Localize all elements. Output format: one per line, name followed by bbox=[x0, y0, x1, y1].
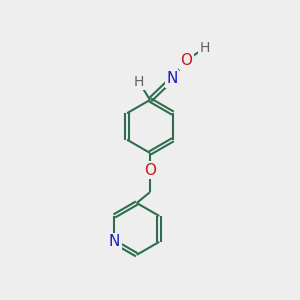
Text: N: N bbox=[109, 234, 120, 249]
Text: O: O bbox=[144, 163, 156, 178]
Text: N: N bbox=[167, 71, 178, 86]
Text: H: H bbox=[199, 41, 210, 55]
Text: O: O bbox=[180, 53, 192, 68]
Text: H: H bbox=[134, 75, 144, 89]
